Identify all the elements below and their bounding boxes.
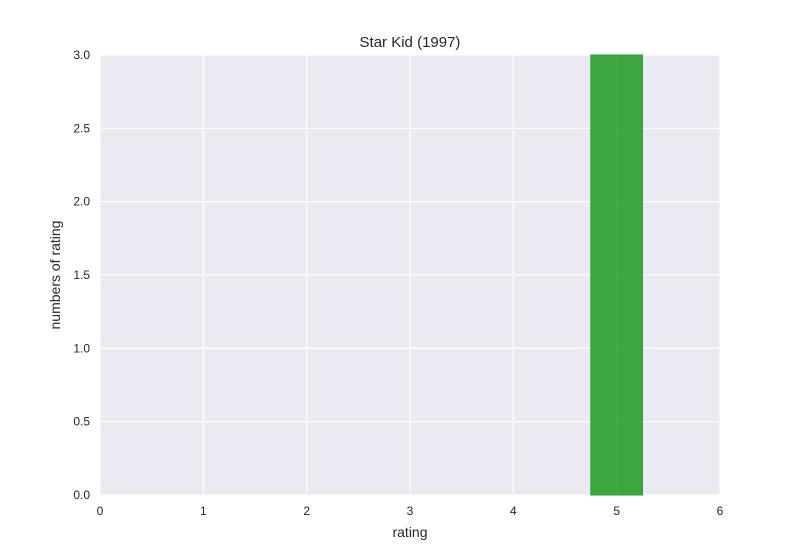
x-tick-label: 1 [200,504,207,518]
x-tick-label: 3 [407,504,414,518]
x-tick-label: 2 [303,504,310,518]
bar-rating-5 [590,54,643,496]
y-tick-label: 3.0 [73,48,90,62]
x-axis-label: rating [392,524,427,540]
bars [590,54,643,496]
x-tick-label: 0 [97,504,104,518]
chart-title: Star Kid (1997) [360,34,461,51]
y-tick-label: 0.0 [73,488,90,502]
y-tick-label: 0.5 [73,415,90,429]
y-tick-label: 1.5 [73,268,90,282]
y-tick-label: 1.0 [73,341,90,355]
y-tick-label: 2.5 [73,121,90,135]
x-tick-label: 4 [510,504,517,518]
x-tick-label: 5 [613,504,620,518]
y-tick-label: 2.0 [73,195,90,209]
x-tick-labels: 0 1 2 3 4 5 6 [97,504,724,518]
y-axis-label: numbers of rating [47,221,63,330]
x-tick-label: 6 [717,504,724,518]
y-tick-labels: 0.0 0.5 1.0 1.5 2.0 2.5 3.0 [73,48,90,502]
